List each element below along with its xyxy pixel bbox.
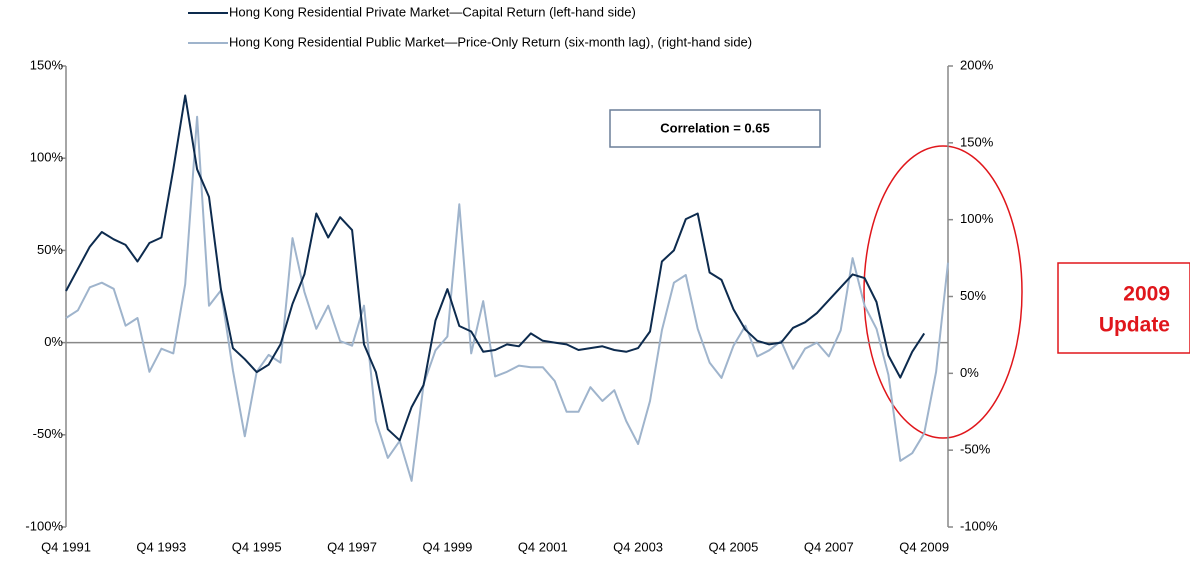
callout-box xyxy=(1057,262,1190,354)
y2-tick-label: 150% xyxy=(960,134,994,149)
callout-text: 2009 xyxy=(1123,283,1170,306)
series-line xyxy=(65,94,926,442)
y-tick-label: 50% xyxy=(37,242,63,257)
annotation-box xyxy=(609,109,821,148)
y2-tick-label: 100% xyxy=(960,211,994,226)
highlight-ellipse xyxy=(863,145,1023,439)
x-tick-label: Q4 2005 xyxy=(709,539,759,554)
x-tick-label: Q4 2003 xyxy=(613,539,663,554)
y2-tick-label: 0% xyxy=(960,365,979,380)
x-tick-label: Q4 1997 xyxy=(327,539,377,554)
x-tick-label: Q4 2009 xyxy=(899,539,949,554)
series-line xyxy=(65,115,949,482)
y-tick-label: 0% xyxy=(44,334,63,349)
y2-tick-label: -100% xyxy=(960,518,998,533)
x-tick-label: Q4 2001 xyxy=(518,539,568,554)
y2-tick-label: 50% xyxy=(960,288,986,303)
y-tick-label: 150% xyxy=(30,57,64,72)
x-tick-label: Q4 1991 xyxy=(41,539,91,554)
x-tick-label: Q4 2007 xyxy=(804,539,854,554)
callout-text: Update xyxy=(1099,314,1170,337)
legend-label: Hong Kong Residential Public Market—Pric… xyxy=(229,34,752,49)
x-tick-label: Q4 1993 xyxy=(136,539,186,554)
x-tick-label: Q4 1999 xyxy=(422,539,472,554)
y2-tick-label: 200% xyxy=(960,57,994,72)
legend-label: Hong Kong Residential Private Market—Cap… xyxy=(229,4,636,19)
y2-tick-label: -50% xyxy=(960,442,991,457)
annotation: Correlation = 0.65 xyxy=(660,120,769,135)
x-tick-label: Q4 1995 xyxy=(232,539,282,554)
y-tick-label: -50% xyxy=(33,426,64,441)
y-tick-label: -100% xyxy=(25,518,63,533)
y-tick-label: 100% xyxy=(30,150,64,165)
